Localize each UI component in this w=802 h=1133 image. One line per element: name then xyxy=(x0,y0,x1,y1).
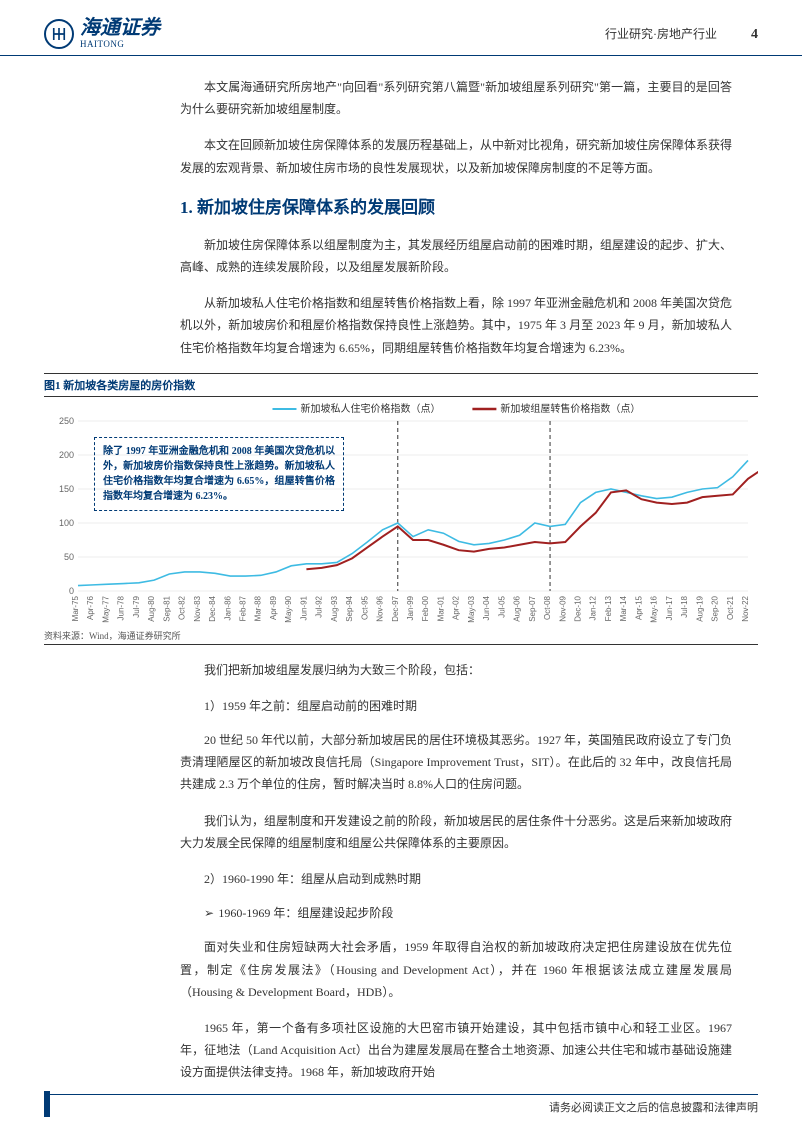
svg-text:Aug-80: Aug-80 xyxy=(147,595,156,621)
svg-text:Oct-21: Oct-21 xyxy=(726,595,735,620)
svg-text:新加坡组屋转售价格指数（点）: 新加坡组屋转售价格指数（点） xyxy=(500,402,640,415)
svg-text:150: 150 xyxy=(59,484,74,494)
svg-text:Mar-14: Mar-14 xyxy=(619,595,628,621)
svg-text:Nov-96: Nov-96 xyxy=(376,595,385,621)
svg-text:Jul-05: Jul-05 xyxy=(497,595,506,617)
svg-text:Jul-79: Jul-79 xyxy=(132,595,141,617)
svg-text:Jan-12: Jan-12 xyxy=(589,595,598,620)
svg-text:May-03: May-03 xyxy=(467,595,476,622)
haitong-logo-icon xyxy=(44,19,74,49)
svg-text:新加坡私人住宅价格指数（点）: 新加坡私人住宅价格指数（点） xyxy=(300,402,440,415)
logo-cn: 海通证券 xyxy=(80,18,160,38)
svg-text:May-90: May-90 xyxy=(284,595,293,622)
svg-text:Jan-86: Jan-86 xyxy=(223,595,232,620)
svg-text:Dec-84: Dec-84 xyxy=(208,595,217,621)
svg-text:Jun-04: Jun-04 xyxy=(482,595,491,620)
svg-text:Jul-18: Jul-18 xyxy=(680,595,689,617)
svg-text:Aug-06: Aug-06 xyxy=(513,595,522,621)
svg-text:Feb-13: Feb-13 xyxy=(604,595,613,621)
svg-text:Aug-93: Aug-93 xyxy=(330,595,339,621)
svg-text:Jan-99: Jan-99 xyxy=(406,595,415,620)
stage2-head: 2）1960-1990 年：组屋从启动到成熟时期 xyxy=(180,868,732,890)
stage2-bullet: ➢1960-1969 年：组屋建设起步阶段 xyxy=(180,902,732,924)
svg-text:Sep-20: Sep-20 xyxy=(711,595,720,621)
stage2-p1: 面对失业和住房短缺两大社会矛盾，1959 年取得自治权的新加坡政府决定把住房建设… xyxy=(180,936,732,1003)
page: 海通证券 HAITONG 行业研究·房地产行业 4 本文属海通研究所房地产"向回… xyxy=(0,0,802,1133)
bullet-icon: ➢ xyxy=(204,902,218,924)
svg-text:Nov-83: Nov-83 xyxy=(193,595,202,621)
svg-text:Nov-22: Nov-22 xyxy=(741,595,750,621)
svg-text:Aug-19: Aug-19 xyxy=(695,595,704,621)
svg-text:Sep-81: Sep-81 xyxy=(162,595,171,621)
svg-text:100: 100 xyxy=(59,518,74,528)
figure-1-title: 图1 新加坡各类房屋的房价指数 xyxy=(44,373,758,397)
figure-1-chart: 0 50 100 150 200 250 Mar-75 Apr-76 May-77 Jun-78 J… xyxy=(44,397,758,627)
svg-text:Jul-92: Jul-92 xyxy=(315,595,324,617)
logo-text: 海通证券 HAITONG xyxy=(80,18,160,49)
svg-text:Jun-17: Jun-17 xyxy=(665,595,674,620)
svg-text:50: 50 xyxy=(64,552,74,562)
svg-text:Apr-02: Apr-02 xyxy=(452,595,461,620)
svg-text:Mar-75: Mar-75 xyxy=(71,595,80,621)
svg-text:Apr-76: Apr-76 xyxy=(86,595,95,620)
stage1-p2: 我们认为，组屋制度和开发建设之前的阶段，新加坡居民的居住条件十分恶劣。这是后来新… xyxy=(180,810,732,854)
header-right: 行业研究·房地产行业 4 xyxy=(605,25,758,43)
svg-text:200: 200 xyxy=(59,450,74,460)
stage2-bullet-text: 1960-1969 年：组屋建设起步阶段 xyxy=(218,906,393,920)
svg-text:Feb-87: Feb-87 xyxy=(239,595,248,621)
stage1-head: 1）1959 年之前：组屋启动前的困难时期 xyxy=(180,695,732,717)
svg-text:Sep-07: Sep-07 xyxy=(528,595,537,621)
page-footer: 请务必阅读正文之后的信息披露和法律声明 xyxy=(44,1094,758,1115)
svg-text:Sep-94: Sep-94 xyxy=(345,595,354,621)
content-top: 本文属海通研究所房地产"向回看"系列研究第八篇暨"新加坡组屋系列研究"第一篇，主… xyxy=(0,56,802,359)
doc-category: 行业研究·房地产行业 xyxy=(605,25,717,42)
svg-text:Apr-89: Apr-89 xyxy=(269,595,278,620)
svg-text:Oct-08: Oct-08 xyxy=(543,595,552,620)
page-header: 海通证券 HAITONG 行业研究·房地产行业 4 xyxy=(0,0,802,56)
content-bottom: 我们把新加坡组屋发展归纳为大致三个阶段，包括： 1）1959 年之前：组屋启动前… xyxy=(0,645,802,1084)
svg-text:Mar-01: Mar-01 xyxy=(436,595,445,621)
page-number: 4 xyxy=(751,27,758,43)
intro-p2: 本文在回顾新加坡住房保障体系的发展历程基础上，从中新对比视角，研究新加坡住房保障… xyxy=(180,134,732,178)
chart-svg: 0 50 100 150 200 250 Mar-75 Apr-76 May-77 Jun-78 J… xyxy=(44,397,758,627)
svg-text:250: 250 xyxy=(59,416,74,426)
body2-intro: 我们把新加坡组屋发展归纳为大致三个阶段，包括： xyxy=(180,659,732,681)
section-1-title: 1. 新加坡住房保障体系的发展回顾 xyxy=(180,193,732,218)
svg-text:Jun-78: Jun-78 xyxy=(117,595,126,620)
svg-text:Nov-09: Nov-09 xyxy=(558,595,567,621)
section1-p1: 新加坡住房保障体系以组屋制度为主，其发展经历组屋启动前的困难时期，组屋建设的起步… xyxy=(180,234,732,278)
svg-text:0: 0 xyxy=(69,586,74,596)
svg-text:Mar-88: Mar-88 xyxy=(254,595,263,621)
svg-text:May-16: May-16 xyxy=(650,595,659,622)
stage2-p2: 1965 年，第一个备有多项社区设施的大巴窑市镇开始建设，其中包括市镇中心和轻工… xyxy=(180,1017,732,1084)
svg-text:Jun-91: Jun-91 xyxy=(299,595,308,620)
svg-text:Oct-82: Oct-82 xyxy=(178,595,187,620)
footer-text: 请务必阅读正文之后的信息披露和法律声明 xyxy=(549,1102,758,1114)
svg-text:Dec-97: Dec-97 xyxy=(391,595,400,621)
stage1-p1: 20 世纪 50 年代以前，大部分新加坡居民的居住环境极其恶劣。1927 年，英… xyxy=(180,729,732,796)
figure-1: 图1 新加坡各类房屋的房价指数 0 50 100 150 200 250 Mar-75 Apr… xyxy=(44,373,758,645)
chart-annotation: 除了 1997 年亚洲金融危机和 2008 年美国次贷危机以外，新加坡房价指数保… xyxy=(94,437,344,511)
svg-text:May-77: May-77 xyxy=(101,595,110,622)
intro-p1: 本文属海通研究所房地产"向回看"系列研究第八篇暨"新加坡组屋系列研究"第一篇，主… xyxy=(180,76,732,120)
svg-text:Oct-95: Oct-95 xyxy=(360,595,369,620)
svg-text:Apr-15: Apr-15 xyxy=(634,595,643,620)
svg-text:Feb-00: Feb-00 xyxy=(421,595,430,621)
section1-p2: 从新加坡私人住宅价格指数和组屋转售价格指数上看，除 1997 年亚洲金融危机和 … xyxy=(180,292,732,359)
logo-block: 海通证券 HAITONG xyxy=(44,18,160,49)
logo-en: HAITONG xyxy=(80,40,160,49)
svg-text:Dec-10: Dec-10 xyxy=(574,595,583,621)
figure-1-source: 资料来源：Wind，海通证券研究所 xyxy=(44,626,758,645)
